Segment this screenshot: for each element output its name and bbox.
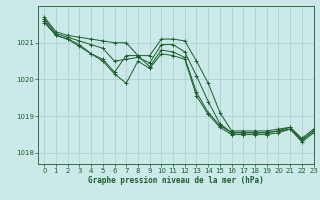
X-axis label: Graphe pression niveau de la mer (hPa): Graphe pression niveau de la mer (hPa)	[88, 176, 264, 185]
